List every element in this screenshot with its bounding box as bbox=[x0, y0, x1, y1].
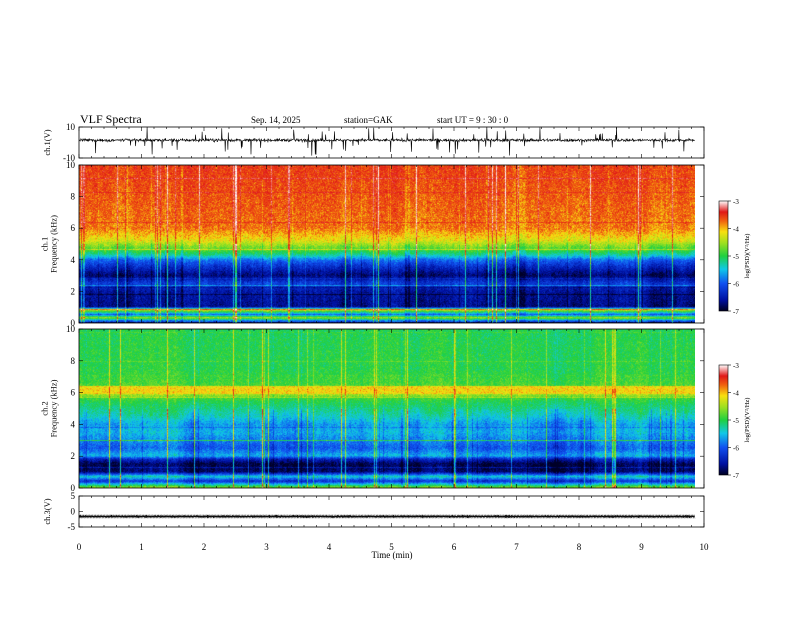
ch3-waveform-ylabel: ch.3(V) bbox=[42, 498, 52, 524]
ch1-waveform-ytick-label: -10 bbox=[63, 153, 75, 163]
ch2-spectrogram-colorbar-tick-label: -5 bbox=[733, 417, 739, 425]
ch2-spectrogram-ytick-label: 4 bbox=[71, 419, 76, 429]
x-tick-label: 5 bbox=[389, 542, 394, 552]
ch1-spectrogram-ytick-label: 6 bbox=[71, 223, 76, 233]
ch3-waveform-ytick-label: -5 bbox=[68, 522, 76, 532]
ch1-spectrogram-ytick-label: 8 bbox=[71, 192, 76, 202]
ch1-spectrogram-colorbar-tick-label: -3 bbox=[733, 198, 739, 206]
ch2-spectrogram-image bbox=[79, 329, 695, 488]
time-axis: 0 1 2 3 4 5 6 7 8 9 10 bbox=[77, 542, 709, 552]
ch3-waveform-ytick-label: 5 bbox=[71, 491, 76, 501]
ch1-colorbar: -3 -4 -5 -6 -7 log(PSD)(V²/Hz) bbox=[718, 198, 751, 316]
ch1-spectrogram-colorbar-tick-label: -5 bbox=[733, 253, 739, 261]
x-axis-label: Time (min) bbox=[372, 550, 413, 560]
ch2-spectrogram-colorbar-tick-label: -6 bbox=[733, 445, 739, 453]
ch3-waveform-texture bbox=[78, 514, 696, 519]
ch3-waveform-ytick-label: 0 bbox=[71, 507, 76, 517]
ch1-spectrogram-ytick-label: 4 bbox=[71, 255, 76, 265]
station-label: station=GAK bbox=[344, 115, 393, 125]
ch2-spectrogram-ytick-label: 10 bbox=[66, 324, 76, 334]
ch3-waveform-panel: 5 0 -5 ch.3(V) bbox=[42, 491, 705, 532]
x-tick-label: 8 bbox=[577, 542, 582, 552]
ch1-spectrogram-colorbar-tick-label: -4 bbox=[733, 226, 739, 234]
ch2-spectrogram-ytick-label: 2 bbox=[71, 451, 76, 461]
ch2-spectrogram-colorbar-label: log(PSD)(V²/Hz) bbox=[744, 398, 751, 443]
ch2-spectrogram-ylabel: Frequency (kHz) bbox=[49, 379, 59, 437]
ch1-waveform-ylabel: ch.1(V) bbox=[42, 129, 52, 155]
ch2-spectrogram-colorbar-tick-label: -7 bbox=[733, 472, 739, 480]
x-tick-label: 9 bbox=[639, 542, 644, 552]
ch1-waveform-trace bbox=[78, 126, 695, 156]
x-tick-label: 2 bbox=[202, 542, 207, 552]
ch2-spectrogram-colorbar-tick-label: -3 bbox=[733, 362, 739, 370]
ch2-spectrogram-colorbar-tick-label: -4 bbox=[733, 390, 739, 398]
ch1-spectrogram-ytick-label: 10 bbox=[66, 160, 76, 170]
ch1-spectrogram-colorbar-label: log(PSD)(V²/Hz) bbox=[744, 234, 751, 279]
x-tick-label: 7 bbox=[514, 542, 519, 552]
ch1-spectrogram-ytick-label: 2 bbox=[71, 286, 76, 296]
ch2-spectrogram-colorbar-scale bbox=[718, 364, 729, 476]
ch1-spectrogram-colorbar-tick-label: -7 bbox=[733, 308, 739, 316]
ch3-waveform-frame bbox=[78, 495, 705, 528]
x-tick-label: 10 bbox=[700, 542, 710, 552]
ch1-spectrogram-panel: 0 2 4 6 8 10 ch.1 Frequency (kHz) bbox=[40, 160, 705, 328]
x-tick-label: 3 bbox=[264, 542, 269, 552]
ch1-spectrogram-colorbar-tick-label: -6 bbox=[733, 281, 739, 289]
x-tick-label: 6 bbox=[452, 542, 457, 552]
ch2-spectrogram-ytick-label: 6 bbox=[71, 388, 76, 398]
ch1-spectrogram-ylabel: ch.1 bbox=[40, 237, 50, 251]
ch2-colorbar: -3 -4 -5 -6 -7 log(PSD)(V²/Hz) bbox=[718, 362, 751, 480]
ch1-waveform-ytick-label: 10 bbox=[66, 122, 76, 132]
ch2-spectrogram-panel: 0 2 4 6 8 10 ch.2 Frequency (kHz) bbox=[40, 324, 705, 493]
ch1-waveform-frame bbox=[78, 126, 705, 159]
ch2-spectrogram-ytick-label: 8 bbox=[71, 356, 76, 366]
ch2-spectrogram-ytick-label: 0 bbox=[71, 483, 76, 493]
ch1-spectrogram-ytick-label: 0 bbox=[71, 318, 76, 328]
figure-title: VLF Spectra bbox=[80, 112, 142, 126]
ch2-spectrogram-ylabel: ch.2 bbox=[40, 401, 50, 415]
x-tick-label: 1 bbox=[139, 542, 144, 552]
date-label: Sep. 14, 2025 bbox=[251, 115, 301, 125]
ch1-spectrogram-ylabel: Frequency (kHz) bbox=[49, 215, 59, 273]
x-tick-label: 0 bbox=[77, 542, 82, 552]
start-ut-label: start UT = 9 : 30 : 0 bbox=[437, 115, 509, 125]
ch1-waveform-panel: 10 -10 ch.1(V) bbox=[42, 122, 705, 163]
ch1-spectrogram-colorbar-scale bbox=[718, 200, 729, 312]
ch1-spectrogram-image bbox=[79, 165, 695, 323]
x-tick-label: 4 bbox=[327, 542, 332, 552]
